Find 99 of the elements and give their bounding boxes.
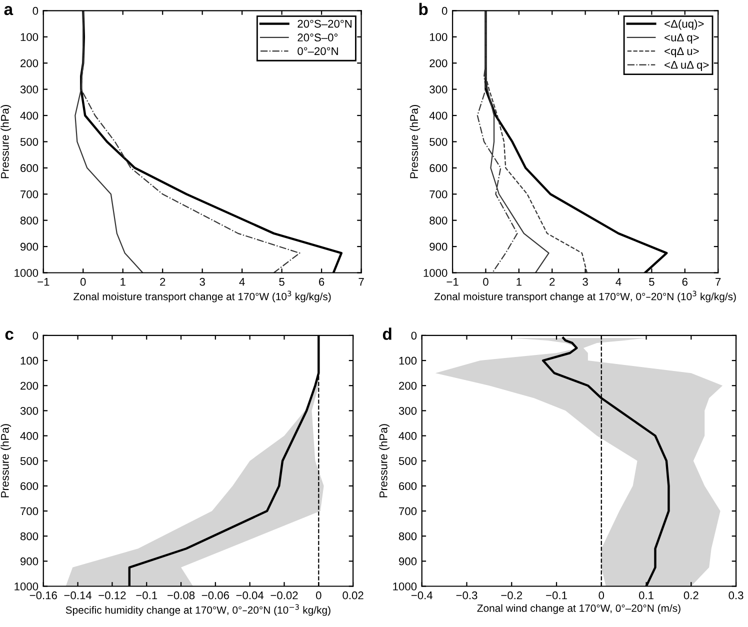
y-axis-title: Pressure (hPa) bbox=[0, 424, 12, 498]
y-axis-title: Pressure (hPa) bbox=[410, 105, 420, 178]
y-tick-label: 400 bbox=[429, 112, 448, 120]
x-tick-label: −0.06 bbox=[202, 591, 229, 600]
x-tick-label: 4 bbox=[616, 278, 622, 286]
x-tick-label: −0.02 bbox=[270, 591, 298, 600]
x-tick-label: 4 bbox=[239, 278, 245, 286]
y-tick-label: 700 bbox=[399, 507, 417, 516]
x-tick-label: 1 bbox=[516, 278, 522, 286]
y-axis-title: Pressure (hPa) bbox=[0, 105, 12, 178]
y-tick-label: 1000 bbox=[424, 269, 448, 277]
y-tick-label: 1000 bbox=[14, 582, 38, 590]
x-tick-label: 6 bbox=[319, 278, 324, 286]
y-tick-label: 700 bbox=[20, 507, 38, 516]
y-tick-label: 700 bbox=[430, 190, 448, 198]
x-axis-title: Zonal moisture transport change at 170°W, 0°–20°N (10$^{3}$ kg/kg/s) bbox=[434, 290, 736, 302]
x-tick-label: 3 bbox=[582, 278, 588, 286]
x-tick-label: −0.3 bbox=[456, 591, 478, 600]
x-tick-label: 3 bbox=[200, 278, 205, 286]
x-axis-title: Zonal wind change at 170°W, 0°–20°N (m/s) bbox=[477, 604, 680, 614]
y-tick-label: 800 bbox=[20, 532, 38, 540]
x-tick-label: 0.02 bbox=[342, 591, 364, 600]
y-tick-label: 800 bbox=[430, 216, 448, 224]
y-tick-label: 600 bbox=[430, 164, 448, 172]
y-tick-label: 100 bbox=[399, 356, 417, 365]
y-tick-label: 800 bbox=[20, 216, 38, 224]
x-tick-label: 5 bbox=[649, 278, 654, 286]
y-tick-label: 200 bbox=[399, 382, 417, 390]
y-tick-label: 300 bbox=[398, 406, 417, 415]
x-tick-label: 1 bbox=[120, 278, 126, 286]
y-tick-label: 200 bbox=[430, 59, 448, 68]
legend-label: 20°S–0° bbox=[298, 34, 338, 42]
x-tick-label: −0.16 bbox=[30, 591, 57, 600]
y-tick-label: 100 bbox=[20, 356, 38, 365]
x-tick-label: −0.1 bbox=[136, 591, 158, 600]
x-tick-label: 0 bbox=[598, 591, 604, 600]
x-tick-label: −0.12 bbox=[98, 591, 126, 600]
y-tick-label: 300 bbox=[20, 406, 38, 415]
y-tick-label: 1000 bbox=[393, 582, 417, 590]
y-tick-label: 900 bbox=[430, 242, 448, 251]
y-tick-label: 600 bbox=[20, 482, 38, 490]
x-tick-label: 0 bbox=[80, 278, 86, 286]
y-tick-label: 500 bbox=[430, 138, 448, 146]
y-tick-label: 0 bbox=[442, 6, 448, 15]
y-tick-label: 800 bbox=[398, 532, 417, 540]
x-tick-label: 5 bbox=[279, 278, 284, 286]
y-tick-label: 600 bbox=[20, 164, 38, 172]
y-tick-label: 900 bbox=[398, 557, 417, 566]
y-tick-label: 900 bbox=[20, 557, 38, 566]
y-tick-label: 300 bbox=[430, 86, 448, 94]
chart-title: a bbox=[4, 6, 14, 16]
y-tick-label: 0 bbox=[411, 332, 417, 340]
x-tick-label: −1 bbox=[38, 278, 50, 286]
x-tick-label: −0.4 bbox=[411, 591, 433, 600]
legend-label: <Δ(uq)> bbox=[664, 20, 704, 30]
x-axis-title: Specific humidity change at 170°W, 0°–20°N (10$^{−3}$ kg/kg) bbox=[66, 604, 330, 616]
y-tick-label: 600 bbox=[399, 482, 417, 490]
x-tick-label: 0.3 bbox=[728, 591, 744, 600]
legend-label: <uΔ q> bbox=[664, 34, 699, 44]
y-tick-label: 700 bbox=[20, 190, 38, 198]
x-tick-label: −0.2 bbox=[501, 591, 522, 600]
y-tick-label: 400 bbox=[398, 432, 417, 440]
y-tick-label: 1000 bbox=[14, 269, 38, 277]
y-tick-label: 500 bbox=[20, 457, 38, 465]
chart-title: c bbox=[5, 330, 14, 340]
x-tick-label: 7 bbox=[716, 278, 721, 286]
x-tick-label: 2 bbox=[550, 278, 555, 286]
y-tick-label: 200 bbox=[20, 382, 38, 390]
y-tick-label: 400 bbox=[20, 432, 38, 440]
y-tick-label: 900 bbox=[20, 242, 38, 251]
x-tick-label: −0.04 bbox=[236, 591, 264, 600]
chart-title: d bbox=[382, 328, 392, 340]
x-tick-label: 0.2 bbox=[684, 591, 698, 600]
chart-title: b bbox=[419, 2, 428, 16]
x-tick-label: 2 bbox=[160, 278, 166, 286]
x-axis-title: Zonal moisture transport change at 170°W (10$^{3}$ kg/kg/s) bbox=[74, 290, 331, 302]
y-tick-label: 300 bbox=[20, 86, 38, 94]
legend-label: 20°S–20°N bbox=[298, 20, 352, 28]
y-tick-label: 200 bbox=[20, 59, 38, 68]
y-tick-label: 400 bbox=[20, 112, 38, 120]
legend-label: <Δ uΔ q> bbox=[664, 61, 709, 71]
y-tick-label: 500 bbox=[398, 457, 417, 465]
y-tick-label: 0 bbox=[32, 6, 38, 15]
x-tick-label: −0.1 bbox=[546, 591, 567, 600]
y-tick-label: 500 bbox=[20, 138, 38, 146]
x-tick-label: −0.14 bbox=[64, 591, 92, 600]
x-tick-label: 6 bbox=[682, 278, 688, 286]
legend-label: 0°–20°N bbox=[298, 47, 338, 56]
y-tick-label: 100 bbox=[430, 33, 448, 42]
y-tick-label: 100 bbox=[20, 33, 38, 42]
y-axis-title: Pressure (hPa) bbox=[379, 424, 390, 498]
x-tick-label: −0.08 bbox=[168, 591, 195, 600]
x-tick-label: 0.1 bbox=[638, 591, 654, 600]
x-tick-label: 0 bbox=[483, 278, 488, 286]
y-tick-label: 0 bbox=[32, 332, 38, 340]
x-tick-label: −1 bbox=[446, 278, 458, 286]
x-tick-label: 7 bbox=[358, 278, 364, 286]
x-tick-label: 0 bbox=[316, 591, 322, 600]
legend-label: <qΔ u> bbox=[664, 47, 699, 58]
